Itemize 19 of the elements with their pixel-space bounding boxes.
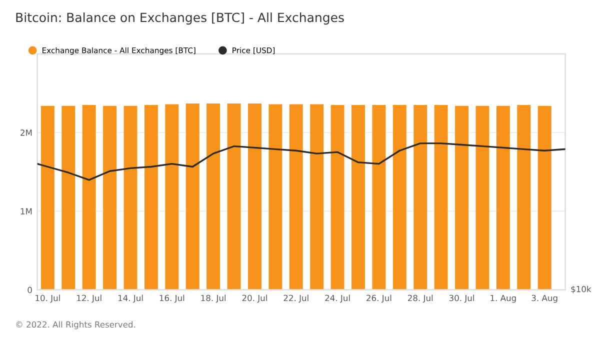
text: $10k [571, 286, 592, 294]
x-tick-label: 26. Jul [366, 294, 392, 303]
x-tick-label: 14. Jul [118, 294, 143, 303]
x-tick-label: 12. Jul [77, 294, 102, 303]
x-tick-label: 24. Jul [325, 294, 350, 303]
x-tick-label: 3. Aug [532, 294, 558, 303]
y-tick-label: 1M [20, 208, 32, 214]
y-tick-label: 2M [20, 130, 32, 136]
x-tick-label: 16. Jul [160, 294, 184, 303]
x-tick-label: 22. Jul [284, 294, 308, 303]
x-tick-label: 30. Jul [449, 294, 474, 303]
x-tick-label: 28. Jul [408, 294, 433, 303]
x-tick-label: 1. Aug [490, 294, 516, 303]
x-tick-label: 10. Jul [36, 294, 60, 303]
chart-title: Bitcoin: Balance on Exchanges [BTC] - All Exchanges [16, 12, 344, 25]
text: © 2022. All Rights Reserved. [16, 321, 135, 330]
y-tick-label: 0 [28, 286, 32, 294]
x-tick-label: 20. Jul [242, 294, 267, 303]
x-tick-label: 18. Jul [201, 294, 226, 303]
